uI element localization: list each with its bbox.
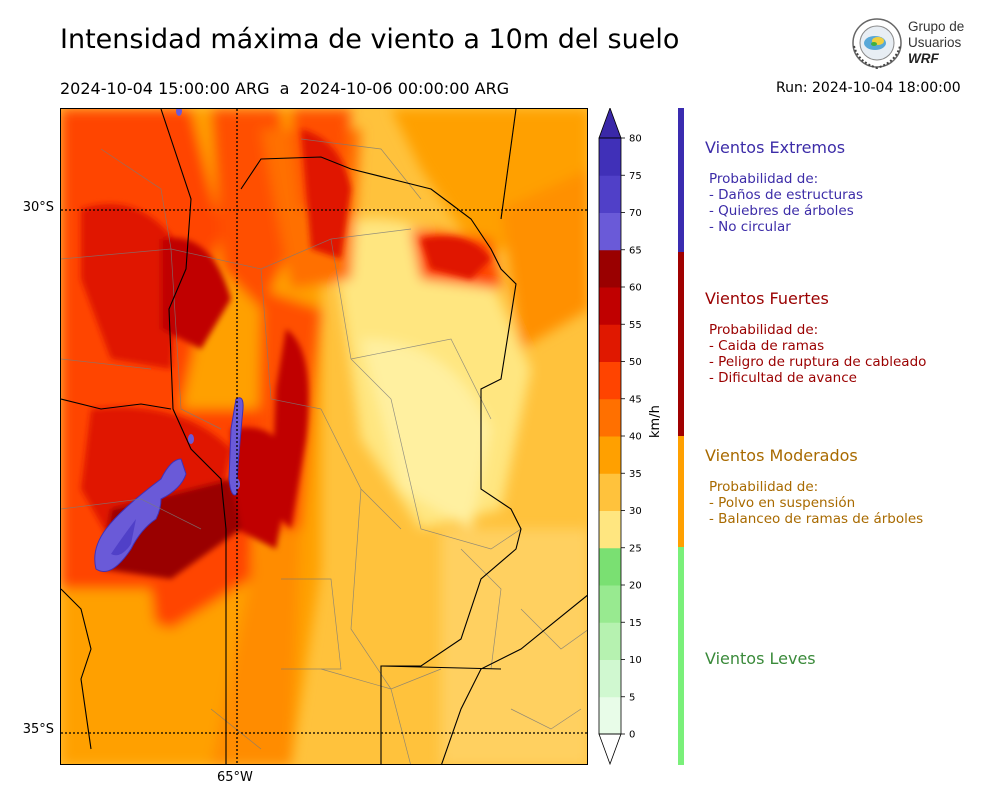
wrf-users-logo: Grupo de Usuarios WRF — [848, 16, 968, 74]
extreme-band — [678, 108, 684, 252]
map-title: Intensidad máxima de viento a 10m del su… — [60, 24, 680, 55]
colorbar-tick-label: 80 — [629, 134, 642, 145]
colorbar-swatch — [599, 659, 621, 698]
colorbar-tick-label: 65 — [629, 245, 642, 256]
wind-field — [61, 109, 587, 764]
colorbar-swatch — [599, 324, 621, 362]
colorbar-units: km/h — [648, 405, 663, 438]
colorbar-tick-label: 35 — [629, 469, 642, 480]
colorbar-swatch — [599, 175, 621, 213]
colorbar-swatch — [599, 696, 621, 735]
colorbar-tick-label: 50 — [629, 357, 642, 368]
colorbar-tick-label: 15 — [629, 618, 642, 629]
colorbar-swatch — [599, 287, 621, 325]
legend-strong-line: - Peligro de ruptura de cableado — [709, 354, 927, 370]
valid-period: 2024-10-04 15:00:00 ARG a 2024-10-06 00:… — [60, 79, 510, 98]
colorbar-tick-label: 45 — [629, 394, 642, 405]
wind-map — [60, 108, 588, 765]
colorbar-swatch — [599, 398, 621, 437]
colorbar-tick-label: 20 — [629, 581, 642, 592]
legend-extreme-line: - No circular — [709, 219, 791, 235]
legend-moderate-line: Probabilidad de: — [709, 479, 819, 495]
colorbar-tick-label: 55 — [629, 320, 642, 331]
legend-extreme-line: Probabilidad de: — [709, 171, 819, 187]
legend-strong-line: - Dificultad de avance — [709, 370, 857, 386]
colorbar-swatch — [599, 138, 621, 176]
legend-strong: Vientos Fuertes Probabilidad de: - Caida… — [705, 289, 926, 386]
legend-moderate-heading: Vientos Moderados — [705, 446, 858, 465]
colorbar-swatch — [599, 510, 621, 549]
colorbar-tick-label: 25 — [629, 543, 642, 554]
colorbar-tick-label: 5 — [629, 692, 635, 703]
colorbar-tick-label: 60 — [629, 283, 642, 294]
colorbar-swatch — [599, 547, 621, 586]
legend-extreme-line: - Daños de estructuras — [709, 187, 864, 203]
strong-band — [678, 252, 684, 436]
legend-moderate: Vientos Moderados Probabilidad de: - Pol… — [705, 446, 923, 527]
colorbar-extend-max — [598, 106, 622, 139]
colorbar-swatch — [599, 249, 621, 288]
colorbar-swatch — [599, 361, 621, 400]
legend-moderate-line: - Balanceo de ramas de árboles — [709, 511, 924, 527]
legend-strong-heading: Vientos Fuertes — [705, 289, 829, 308]
colorbar-swatches: 0 5 10 15 20 25 30 35 40 45 50 55 60 65 70 75 80 — [598, 106, 642, 766]
globe-emblem-icon — [852, 18, 902, 70]
light-band — [678, 547, 684, 765]
legend-light-heading: Vientos Leves — [705, 649, 816, 668]
colorbar: 0 5 10 15 20 25 30 35 40 45 50 55 60 65 70 75 80 — [597, 106, 667, 766]
logo-line-3: WRF — [908, 51, 939, 66]
lat-label-35s: 35°S — [22, 722, 54, 737]
legend-strong-line: - Caida de ramas — [709, 338, 825, 354]
legend-light: Vientos Leves — [705, 649, 816, 668]
colorbar-swatch — [599, 436, 621, 474]
legend-moderate-line: - Polvo en suspensión — [709, 495, 856, 511]
run-timestamp: Run: 2024-10-04 18:00:00 — [776, 80, 961, 96]
colorbar-tick-label: 70 — [629, 208, 642, 219]
colorbar-swatch — [599, 212, 621, 251]
colorbar-swatch — [599, 585, 621, 623]
logo-line-2: Usuarios — [908, 35, 962, 50]
logo-line-1: Grupo de — [908, 19, 965, 34]
colorbar-tick-label: 40 — [629, 432, 642, 443]
colorbar-tick-label: 10 — [629, 655, 642, 666]
legend-extreme: Vientos Extremos Probabilidad de: - Daño… — [705, 138, 863, 235]
colorbar-swatch — [599, 473, 621, 511]
lat-label-30s: 30°S — [22, 200, 54, 215]
colorbar-tick-label: 75 — [629, 171, 642, 182]
lon-label-65w: 65°W — [217, 770, 253, 785]
colorbar-tick-label: 0 — [629, 730, 635, 741]
moderate-band — [678, 436, 684, 547]
legend-strong-line: Probabilidad de: — [709, 322, 819, 338]
colorbar-swatch — [599, 622, 621, 660]
legend-extreme-heading: Vientos Extremos — [705, 138, 846, 157]
colorbar-tick-label: 30 — [629, 506, 642, 517]
legend-extreme-line: - Quiebres de árboles — [709, 203, 854, 219]
colorbar-extend-min — [598, 733, 622, 766]
